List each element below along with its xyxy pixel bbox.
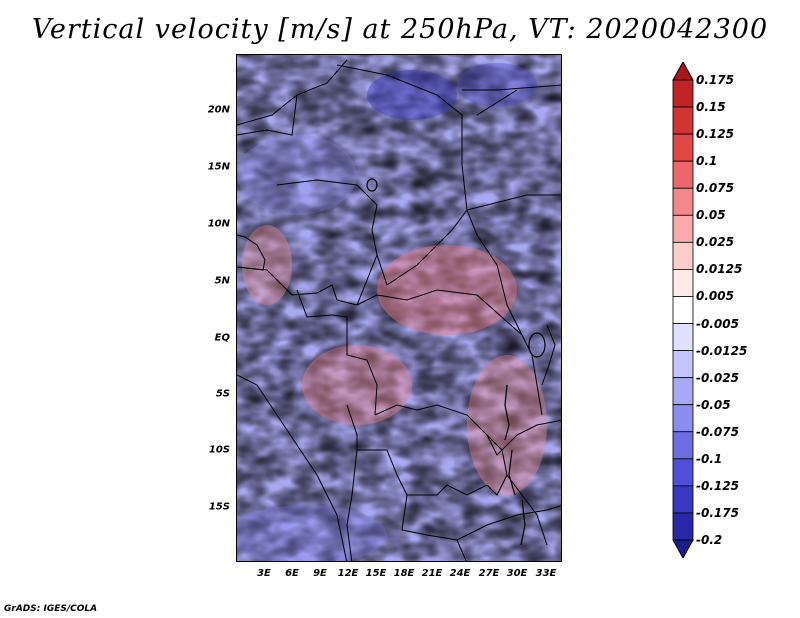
colorbar-box (672, 350, 694, 379)
colorbar-box (672, 404, 694, 433)
lon-tick-label: 9E (313, 568, 327, 579)
colorbar-box (672, 485, 694, 514)
colorbar-box (672, 187, 694, 216)
colorbar-box (672, 160, 694, 189)
lon-tick-label: 3E (257, 568, 271, 579)
colorbar-label: -0.025 (696, 370, 739, 385)
colorbar-box (672, 431, 694, 460)
lon-tick-label: 12E (337, 568, 359, 579)
colorbar-label: 0.1 (696, 154, 718, 169)
colorbar-box (672, 133, 694, 162)
field-texture-red (237, 55, 561, 561)
lon-tick-label: 33E (535, 568, 557, 579)
lon-tick-label: 21E (421, 568, 443, 579)
lon-tick-label: 18E (393, 568, 415, 579)
map-title: Vertical velocity [m/s] at 250hPa, VT: 2… (31, 14, 769, 45)
colorbar-box (672, 106, 694, 135)
colorbar-label: -0.005 (696, 316, 739, 331)
colorbar-label: -0.175 (696, 505, 739, 520)
lat-tick-label: 5S (215, 388, 230, 400)
colorbar-label: 0.025 (696, 235, 734, 250)
colorbar-label: 0.125 (696, 127, 734, 142)
colorbar-box (672, 323, 694, 351)
colorbar-label: 0.05 (696, 208, 726, 223)
colorbar-box (672, 512, 694, 541)
colorbar-box (672, 269, 694, 297)
colorbar-label: 0.175 (696, 73, 734, 87)
lat-tick-label: 15S (208, 501, 230, 513)
colorbar-box (672, 241, 694, 270)
colorbar-label: 0.075 (696, 181, 734, 196)
grads-credit: GrADS: IGES/COLA (4, 604, 98, 614)
lat-tick-label: 15N (207, 161, 230, 173)
field-patches (237, 63, 547, 561)
colorbar-box (672, 458, 694, 487)
colorbar-label: -0.1 (696, 451, 723, 466)
colorbar-label: 0.15 (696, 100, 726, 115)
lakes (366, 178, 546, 546)
lon-tick-label: 24E (449, 568, 471, 579)
velocity-field-map (237, 55, 561, 561)
colorbar-label: -0.2 (696, 533, 723, 547)
colorbar-label: 0.0125 (696, 262, 743, 277)
lon-tick-label: 27E (478, 568, 500, 579)
colorbar-box (672, 377, 694, 406)
colorbar-box (672, 214, 694, 243)
colorbar-label: -0.075 (696, 424, 739, 439)
colorbar-bottom-arrow (672, 539, 694, 558)
map-panel (236, 54, 562, 562)
lon-tick-label: 6E (285, 568, 299, 579)
lat-tick-label: 20N (207, 104, 230, 116)
lon-tick-label: 30E (506, 568, 528, 579)
colorbar-box (672, 79, 694, 108)
colorbar-label: -0.0125 (696, 343, 748, 358)
colorbar-label: -0.05 (696, 397, 731, 412)
country-borders (237, 59, 561, 561)
colorbar-box (672, 296, 694, 324)
colorbar-label: 0.005 (696, 289, 734, 304)
lat-tick-label: 5N (214, 275, 230, 287)
lat-tick-label: EQ (214, 332, 230, 344)
colorbar-label: -0.125 (696, 478, 739, 493)
lon-tick-label: 15E (365, 568, 387, 579)
colorbar-top-arrow (672, 62, 694, 81)
colorbar (672, 62, 694, 558)
lat-tick-label: 10N (207, 218, 230, 230)
lat-tick-label: 10S (208, 444, 230, 456)
